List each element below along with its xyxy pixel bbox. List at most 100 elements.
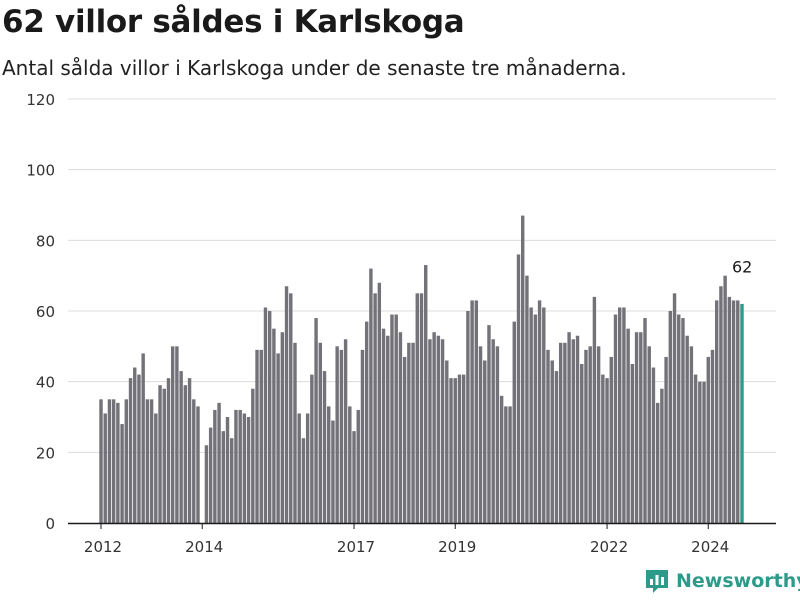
bar [677,314,681,523]
bar [440,339,445,523]
newsworthy-logo[interactable]: Newsworthy [644,568,800,594]
y-tick-label: 100 [26,162,55,180]
bar [246,417,251,523]
highlight-value-label: 62 [732,258,752,277]
bar [120,424,124,523]
bar [289,293,293,523]
bar [563,342,567,523]
bar [111,399,116,523]
bar [339,349,344,523]
bar [487,325,491,523]
bar [183,385,188,523]
bar [508,406,512,523]
bar [107,399,112,523]
bar [141,353,145,523]
bar [723,275,727,523]
bar [280,332,285,523]
bar [310,374,314,523]
bar [352,431,356,523]
bar [639,332,643,523]
bar [381,328,386,523]
bars [99,215,744,523]
bar [478,346,483,523]
bar [230,438,234,523]
bar [369,268,373,523]
bar [348,406,352,523]
bar [664,356,668,523]
bar [158,385,162,523]
bar [213,409,217,523]
bar [242,413,247,523]
bar [449,378,453,523]
bar [390,314,394,523]
bar [318,342,322,523]
bar [660,388,664,523]
x-tick-label: 2017 [337,538,375,556]
bar [221,431,226,523]
bar [208,427,213,523]
bar [187,378,192,523]
bar [128,378,133,523]
y-tick-label: 60 [36,303,55,321]
bar [643,318,647,523]
bar [622,307,626,523]
y-tick-label: 80 [36,232,55,250]
bar [491,339,495,523]
bar [689,346,694,523]
bar [647,346,651,523]
bar [225,417,230,523]
y-tick-label: 40 [36,374,55,392]
bar [301,438,306,523]
bar [626,328,630,523]
bar [428,339,432,523]
bar [618,307,622,523]
bar [483,360,487,523]
bar [411,342,415,523]
bar [297,413,301,523]
bar [331,420,335,523]
bar [457,374,462,523]
bar [192,399,196,523]
bar [149,399,154,523]
bar-highlight [740,303,744,523]
bar [651,367,656,523]
x-tick-label: 2012 [84,538,122,556]
bar [166,378,171,523]
bar [655,402,660,523]
bar [504,406,508,523]
bar [170,346,175,523]
bar [238,409,242,523]
bar [499,395,504,523]
bar [685,335,689,523]
bar [693,374,698,523]
bar [529,307,533,523]
bar [453,378,457,523]
bar [698,381,702,523]
bar [550,360,554,523]
bar [116,402,120,523]
bar [470,300,474,523]
bar [554,371,559,523]
x-tick-label: 2014 [185,538,223,556]
bar [461,374,466,523]
bar [327,406,331,523]
bar [596,346,601,523]
bar [272,328,276,523]
bar [681,318,685,523]
annotations: 62 [732,258,752,277]
bar [267,311,272,523]
bar [103,413,107,523]
brand-name: Newsworthy [676,570,800,592]
bar [466,311,470,523]
bar [255,349,259,523]
bar [314,318,318,523]
bar [343,339,348,523]
y-axis-ticks: 0 20 40 60 80 100 120 [26,91,55,533]
bar [276,353,280,523]
bar [516,254,521,523]
bar [356,409,360,523]
bar [668,311,673,523]
bar [305,413,310,523]
bar [424,265,428,523]
